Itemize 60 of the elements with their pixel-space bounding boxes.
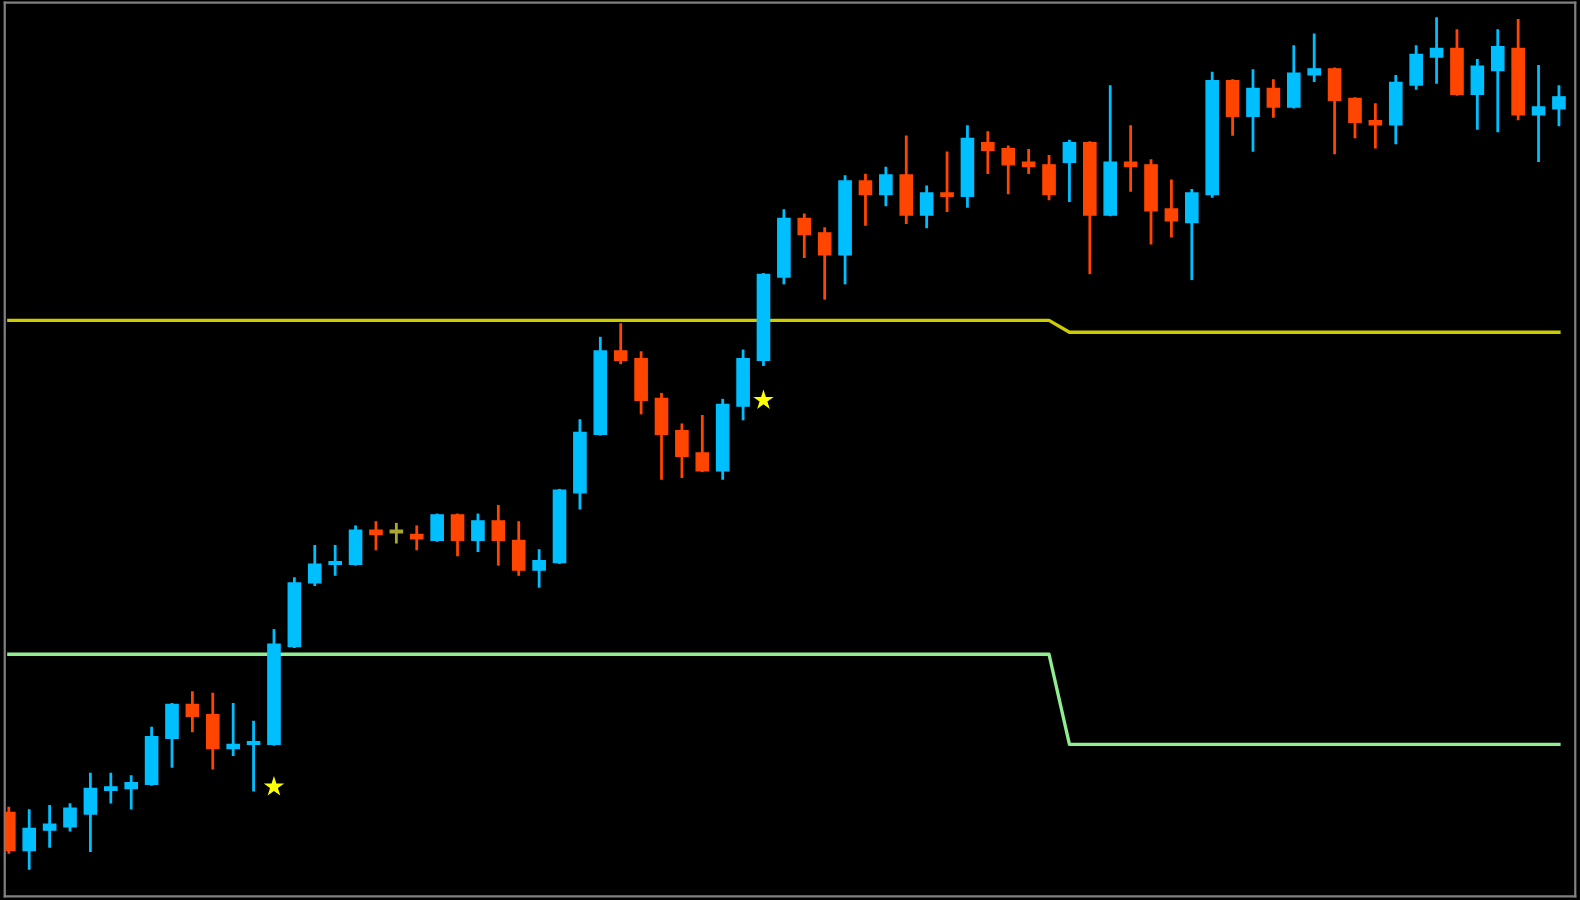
candlestick — [1450, 29, 1464, 96]
candlestick — [675, 423, 689, 479]
candlestick — [1307, 33, 1322, 83]
candlestick — [797, 213, 812, 258]
candlestick — [369, 521, 383, 551]
candlestick — [246, 720, 261, 792]
candlestick — [1348, 97, 1362, 139]
candlestick — [83, 772, 98, 852]
candlestick — [1531, 64, 1546, 162]
candlestick — [1184, 188, 1199, 281]
candlestick — [1266, 79, 1281, 118]
candlestick — [695, 414, 710, 473]
candlestick — [103, 772, 118, 804]
candlestick — [1246, 69, 1260, 152]
candlestick — [919, 185, 934, 229]
candlestick — [613, 323, 628, 365]
candlestick — [981, 131, 995, 174]
candlestick — [491, 505, 506, 566]
candlestick — [4, 806, 16, 854]
candlestick — [22, 809, 37, 870]
candlestick — [634, 351, 648, 415]
candlestick — [1327, 67, 1342, 155]
candlestick — [124, 775, 139, 810]
candlestick — [940, 151, 954, 213]
candlestick — [817, 227, 832, 300]
candlestick — [226, 703, 240, 756]
candlestick — [63, 803, 77, 832]
candlestick — [899, 135, 914, 225]
candlestick — [858, 173, 873, 226]
candlestick — [1225, 79, 1240, 136]
candlestick — [654, 392, 669, 480]
candlestick — [307, 544, 322, 586]
candlestick — [1552, 85, 1566, 127]
candlestick — [1001, 145, 1016, 195]
candlestick — [42, 804, 57, 848]
candlestick — [1164, 179, 1179, 238]
candlestick — [1368, 103, 1383, 149]
candlestick — [511, 521, 526, 576]
candlestick — [185, 691, 200, 733]
candlestick — [450, 513, 465, 557]
candlestick — [328, 544, 342, 576]
candlestick — [144, 726, 159, 786]
candlestick — [430, 513, 444, 542]
candlestick — [532, 549, 546, 588]
candlestick — [736, 349, 750, 421]
candlestick — [205, 692, 220, 770]
candlestick — [409, 525, 424, 551]
candlestick — [1429, 17, 1444, 84]
candlestick — [1062, 139, 1077, 202]
candlestick — [165, 703, 179, 768]
candlestick — [348, 525, 363, 566]
candlestick — [1286, 45, 1301, 109]
candlestick — [1388, 75, 1403, 145]
candlestick — [471, 513, 485, 553]
candlestick — [1470, 58, 1485, 130]
candlestick — [879, 166, 893, 207]
candlestick — [1144, 159, 1158, 245]
candlestick — [1490, 29, 1505, 133]
candlestick — [1042, 154, 1056, 201]
candlestick — [1409, 45, 1423, 90]
